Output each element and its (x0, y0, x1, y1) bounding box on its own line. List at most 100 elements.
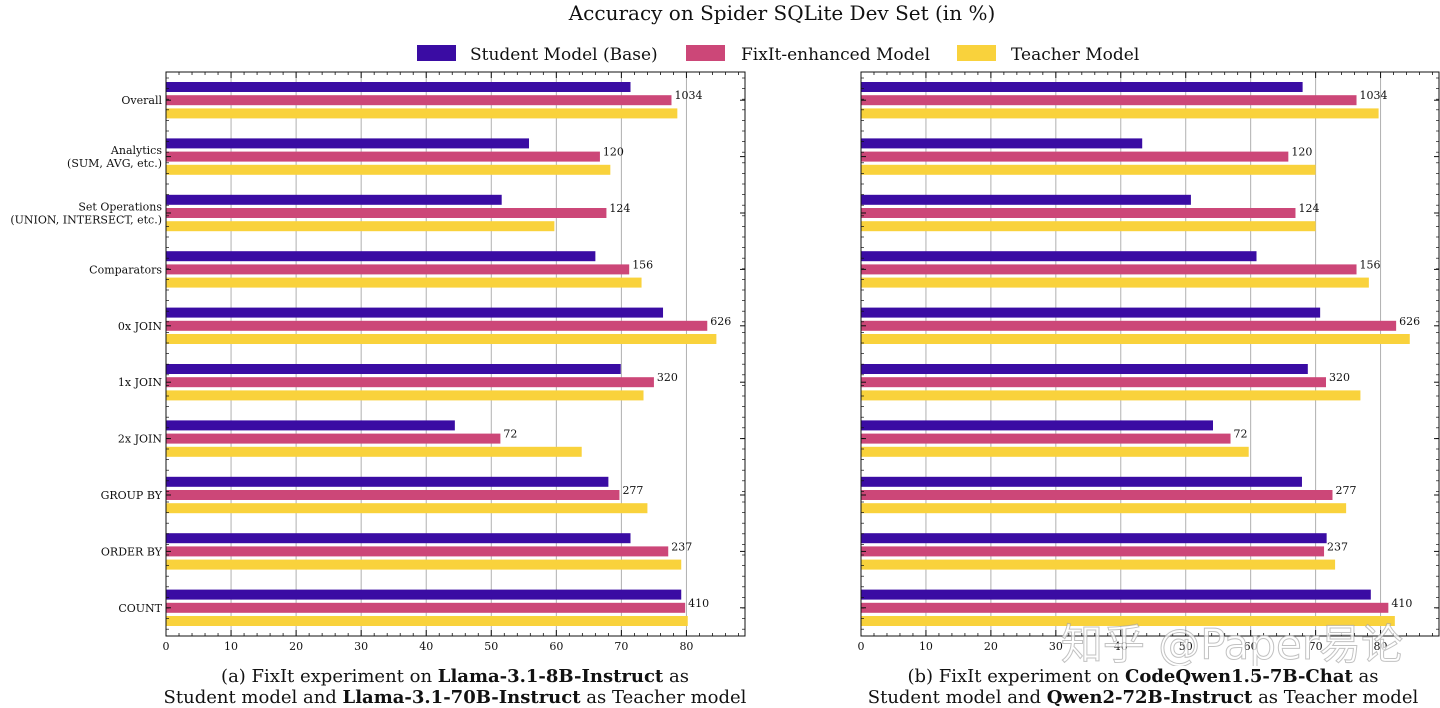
bar-fixit (166, 546, 669, 557)
count-label: 124 (1298, 202, 1319, 215)
bar-teacher (166, 277, 642, 288)
count-label: 237 (1327, 540, 1348, 553)
xtick-label: 80 (1374, 640, 1388, 653)
bar-student (861, 589, 1371, 600)
caption-a-teacher: Llama-3.1-70B-Instruct (342, 687, 581, 708)
bar-teacher (861, 334, 1410, 344)
category-label: Overall (121, 94, 162, 107)
xtick-label: 80 (679, 640, 693, 653)
bar-fixit (166, 320, 708, 331)
bar-student (166, 589, 682, 600)
xtick-label: 20 (289, 640, 303, 653)
xtick-label: 20 (984, 640, 998, 653)
xtick-label: 70 (1309, 640, 1323, 653)
bar-student (861, 364, 1308, 374)
bar-fixit (166, 490, 620, 500)
bar-student (861, 138, 1143, 149)
bar-student (861, 420, 1213, 431)
bar-teacher (861, 503, 1347, 514)
bar-fixit (861, 433, 1231, 444)
count-label: 277 (622, 484, 643, 497)
bar-fixit (861, 377, 1326, 388)
legend-item-fixit: FixIt-enhanced Model (686, 45, 930, 65)
bar-teacher (166, 503, 648, 514)
figure: Accuracy on Spider SQLite Dev Set (in %)… (10, 1, 1440, 666)
legend-item-student: Student Model (Base) (417, 45, 658, 65)
bar-fixit (861, 546, 1325, 557)
count-label: 410 (1391, 597, 1412, 610)
bar-student (166, 307, 664, 318)
xtick-label: 40 (1114, 640, 1128, 653)
count-label: 72 (1234, 428, 1248, 441)
bar-student (861, 251, 1257, 262)
category-label: COUNT (118, 602, 162, 615)
bar-fixit (166, 208, 607, 218)
bar-fixit (166, 602, 686, 613)
bar-fixit (166, 264, 630, 275)
bar-student (861, 307, 1321, 318)
xtick-label: 60 (1244, 640, 1258, 653)
bar-student (861, 476, 1302, 487)
legend-swatch-student (417, 45, 456, 61)
bar-teacher (166, 390, 644, 401)
bar-teacher (166, 221, 555, 232)
legend-swatch-fixit (686, 45, 725, 61)
count-label: 320 (1329, 371, 1350, 384)
count-label: 626 (1399, 315, 1420, 328)
caption-a-prefix: (a) FixIt experiment on (221, 666, 438, 687)
count-label: 277 (1335, 484, 1356, 497)
bar-teacher (861, 390, 1361, 401)
category-label: 0x JOIN (118, 320, 162, 333)
legend: Student Model (Base) FixIt-enhanced Mode… (417, 45, 1139, 65)
figure-title: Accuracy on Spider SQLite Dev Set (in %) (568, 1, 996, 25)
caption-b-mid1: as (1352, 666, 1379, 687)
bar-teacher (861, 277, 1369, 288)
category-label: 2x JOIN (118, 433, 162, 446)
xtick-label: 60 (549, 640, 563, 653)
count-label: 124 (609, 202, 630, 215)
bar-teacher (861, 446, 1249, 457)
legend-label-student: Student Model (Base) (470, 45, 658, 65)
bar-fixit (861, 95, 1357, 106)
xtick-label: 50 (1179, 640, 1193, 653)
category-label: Set Operations (78, 201, 162, 214)
xtick-label: 30 (1049, 640, 1063, 653)
bar-fixit (861, 264, 1357, 275)
bar-fixit (166, 151, 600, 162)
count-label: 156 (1360, 258, 1381, 271)
count-label: 120 (1291, 146, 1312, 159)
bar-student (166, 194, 502, 205)
count-label: 72 (503, 428, 517, 441)
count-label: 626 (710, 315, 731, 328)
bar-student (861, 194, 1191, 205)
xtick-label: 70 (614, 640, 628, 653)
count-label: 320 (657, 371, 678, 384)
category-label: Analytics (110, 144, 162, 157)
caption-b-student: CodeQwen1.5-7B-Chat (1125, 666, 1353, 687)
count-label: 1034 (674, 89, 702, 102)
bar-student (166, 533, 631, 544)
caption-a-suffix: as Teacher model (580, 687, 747, 708)
legend-item-teacher: Teacher Model (957, 45, 1139, 65)
bar-fixit (166, 377, 654, 388)
plot-frame (860, 71, 1440, 637)
count-label: 237 (671, 540, 692, 553)
bar-fixit (861, 320, 1397, 331)
caption-b-mid2: Student model and (867, 687, 1047, 708)
bar-student (166, 420, 455, 431)
category-label: ORDER BY (101, 545, 163, 558)
xtick-label: 0 (163, 640, 170, 653)
xtick-label: 50 (484, 640, 498, 653)
plot-frame (165, 71, 746, 637)
bar-fixit (166, 95, 672, 106)
count-label: 156 (632, 258, 653, 271)
bar-fixit (861, 208, 1296, 218)
category-label: Comparators (89, 263, 162, 276)
bar-fixit (861, 151, 1289, 162)
bar-teacher (861, 616, 1395, 626)
bar-teacher (861, 108, 1379, 119)
bar-teacher (861, 559, 1336, 570)
bar-student (166, 82, 631, 92)
xtick-label: 0 (858, 640, 865, 653)
caption-a-mid1: as (663, 666, 689, 687)
